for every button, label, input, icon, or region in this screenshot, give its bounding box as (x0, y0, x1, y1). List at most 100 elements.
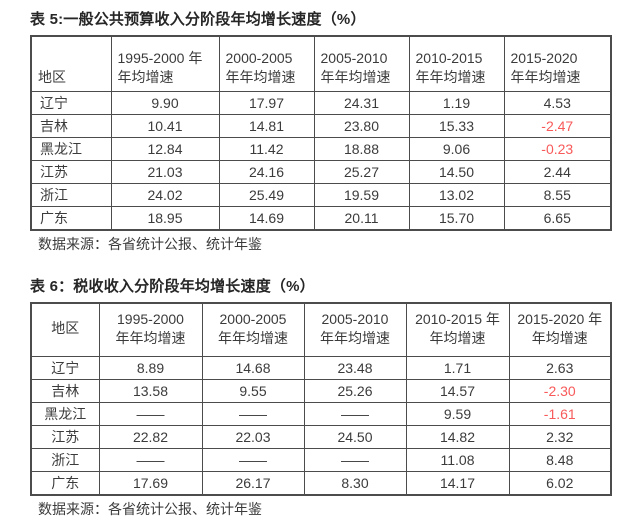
value-cell: -0.23 (503, 136, 612, 161)
table-row: 江苏 21.03 24.16 25.27 14.50 2.44 (30, 159, 612, 184)
region-cell: 黑龙江 (30, 402, 100, 426)
table-row: 浙江 —— —— —— 11.08 8.48 (30, 448, 612, 472)
table5-header: 地区 1995-2000 年年均增速 2000-2005 年年均增速 2005-2010… (30, 35, 612, 92)
value-cell: 14.68 (201, 356, 305, 380)
value-cell: 25.26 (303, 379, 407, 403)
value-cell: 8.30 (303, 471, 407, 496)
table-row: 辽宁 9.90 17.97 24.31 1.19 4.53 (30, 90, 612, 115)
region-cell: 广东 (30, 205, 112, 230)
region-cell: 浙江 (30, 448, 100, 472)
value-cell: 24.31 (313, 90, 410, 115)
table-row: 广东 18.95 14.69 20.11 15.70 6.65 (30, 205, 612, 230)
value-cell: 9.06 (408, 136, 505, 161)
value-cell: 26.17 (201, 471, 305, 496)
table5-title: 表 5:一般公共预算收入分阶段年均增长速度（%） (30, 11, 366, 28)
value-cell: 14.50 (408, 159, 505, 184)
value-cell: 14.69 (218, 205, 315, 230)
value-cell: 20.11 (313, 205, 410, 230)
value-cell: 24.02 (110, 182, 220, 207)
value-cell: 14.57 (405, 379, 510, 403)
table5-body: 辽宁 9.90 17.97 24.31 1.19 4.53 吉林 10.41 14.81 23.8… (30, 90, 612, 230)
value-cell: 10.41 (110, 113, 220, 138)
value-cell: 15.33 (408, 113, 505, 138)
table6-header: 地区 1995-2000 年年均增速 2000-2005 年年均增速 2005-2010 年… (30, 302, 612, 357)
column-header: 2015-2020 年年均增速 (508, 302, 612, 357)
column-header: 2000-2005 年年均增速 (201, 302, 305, 357)
region-cell: 黑龙江 (30, 136, 112, 161)
column-header: 2015-2020 年年均增速 (503, 35, 612, 92)
value-cell: 9.90 (110, 90, 220, 115)
table-row: 广东 17.69 26.17 8.30 14.17 6.02 (30, 471, 612, 496)
value-cell: 1.71 (405, 356, 510, 380)
value-cell: 19.59 (313, 182, 410, 207)
region-cell: 吉林 (30, 113, 112, 138)
value-cell: 8.55 (503, 182, 612, 207)
value-cell: 25.27 (313, 159, 410, 184)
value-cell: 24.50 (303, 425, 407, 449)
value-cell: 14.81 (218, 113, 315, 138)
value-cell: 17.69 (98, 471, 203, 496)
value-cell: 11.42 (218, 136, 315, 161)
table-row: 江苏 22.82 22.03 24.50 14.82 2.32 (30, 425, 612, 449)
value-cell: 9.55 (201, 379, 305, 403)
value-cell: 23.48 (303, 356, 407, 380)
value-cell: 2.44 (503, 159, 612, 184)
value-cell: 13.02 (408, 182, 505, 207)
value-cell: 15.70 (408, 205, 505, 230)
region-cell: 江苏 (30, 159, 112, 184)
value-cell: —— (303, 402, 407, 426)
column-header: 2000-2005 年年均增速 (218, 35, 315, 92)
region-cell: 广东 (30, 471, 100, 496)
table-row: 黑龙江 12.84 11.42 18.88 9.06 -0.23 (30, 136, 612, 161)
column-header: 地区 (30, 35, 112, 92)
value-cell: 21.03 (110, 159, 220, 184)
region-cell: 江苏 (30, 425, 100, 449)
value-cell: 17.97 (218, 90, 315, 115)
value-cell: 8.48 (508, 448, 612, 472)
value-cell: 25.49 (218, 182, 315, 207)
region-cell: 浙江 (30, 182, 112, 207)
value-cell: 14.82 (405, 425, 510, 449)
column-header: 1995-2000 年年均增速 (98, 302, 203, 357)
table-row: 辽宁 8.89 14.68 23.48 1.71 2.63 (30, 356, 612, 380)
region-cell: 吉林 (30, 379, 100, 403)
value-cell: 24.16 (218, 159, 315, 184)
table-row: 黑龙江 —— —— —— 9.59 -1.61 (30, 402, 612, 426)
table6-body: 辽宁 8.89 14.68 23.48 1.71 2.63 吉林 13.58 9.55 25.26… (30, 356, 612, 496)
column-header: 2005-2010 年年均增速 (313, 35, 410, 92)
value-cell: 2.63 (508, 356, 612, 380)
value-cell: 18.88 (313, 136, 410, 161)
column-header: 2005-2010 年年均增速 (303, 302, 407, 357)
column-header: 地区 (30, 302, 100, 357)
value-cell: 11.08 (405, 448, 510, 472)
table-row: 吉林 10.41 14.81 23.80 15.33 -2.47 (30, 113, 612, 138)
value-cell: —— (98, 402, 203, 426)
value-cell: 22.03 (201, 425, 305, 449)
value-cell: 2.32 (508, 425, 612, 449)
column-header: 1995-2000 年年均增速 (110, 35, 220, 92)
value-cell: 13.58 (98, 379, 203, 403)
value-cell: —— (201, 448, 305, 472)
value-cell: 22.82 (98, 425, 203, 449)
value-cell: -1.61 (508, 402, 612, 426)
table6-title: 表 6：税收收入分阶段年均增长速度（%） (30, 277, 315, 295)
table6-tax-revenue-growth: 地区 1995-2000 年年均增速 2000-2005 年年均增速 2005-2010 年… (30, 301, 612, 496)
region-cell: 辽宁 (30, 90, 112, 115)
value-cell: 18.95 (110, 205, 220, 230)
region-cell: 辽宁 (30, 356, 100, 380)
value-cell: —— (98, 448, 203, 472)
value-cell: 6.02 (508, 471, 612, 496)
value-cell: 9.59 (405, 402, 510, 426)
value-cell: —— (201, 402, 305, 426)
table-row: 吉林 13.58 9.55 25.26 14.57 -2.30 (30, 379, 612, 403)
value-cell: -2.47 (503, 113, 612, 138)
value-cell: 8.89 (98, 356, 203, 380)
table6-source-note: 数据来源：各省统计公报、统计年鉴 (38, 501, 262, 517)
value-cell: 1.19 (408, 90, 505, 115)
column-header: 2010-2015 年年均增速 (408, 35, 505, 92)
value-cell: —— (303, 448, 407, 472)
column-header: 2010-2015 年年均增速 (405, 302, 510, 357)
table5-source-note: 数据来源：各省统计公报、统计年鉴 (38, 235, 262, 252)
value-cell: 4.53 (503, 90, 612, 115)
